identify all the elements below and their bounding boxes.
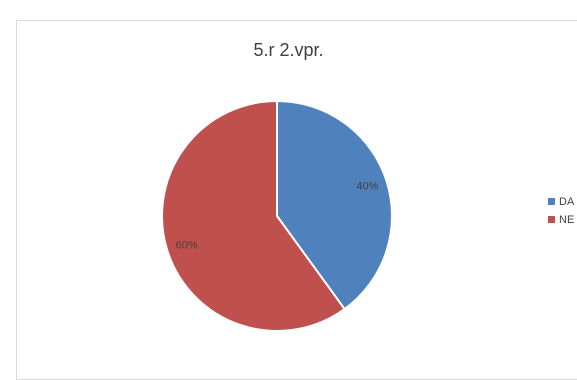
data-label-ne: 60%	[176, 239, 198, 251]
legend-swatch-ne	[548, 215, 555, 223]
pie-slice-da	[276, 99, 393, 311]
legend-item-ne: NE	[548, 211, 574, 229]
legend-label-da: DA	[559, 196, 575, 208]
pie-chart: 40% 60%	[161, 99, 393, 332]
data-label-da: 40%	[356, 181, 378, 193]
chart-title: 5.r 2.vpr.	[253, 40, 324, 60]
legend-label-ne: NE	[559, 214, 575, 226]
pie-slice-ne	[161, 99, 346, 332]
chart-legend: DA NE	[548, 193, 574, 229]
legend-item-da: DA	[548, 193, 574, 211]
legend-swatch-da	[548, 197, 555, 205]
